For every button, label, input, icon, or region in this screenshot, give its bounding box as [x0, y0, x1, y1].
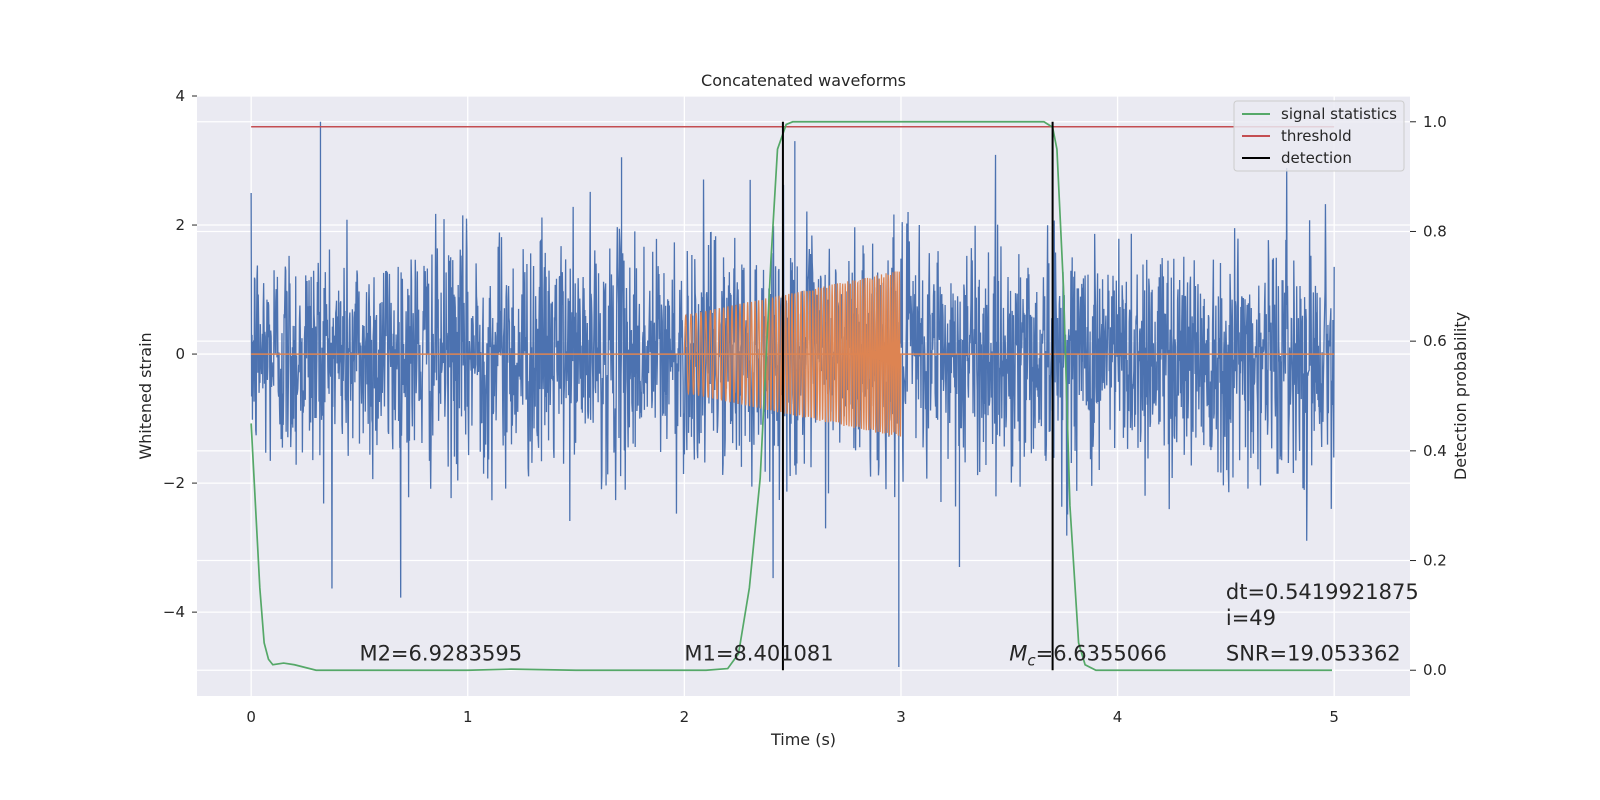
grid	[197, 95, 1410, 696]
y2-tick-label: 0.2	[1423, 552, 1447, 570]
y2-tick-label: 1.0	[1423, 113, 1447, 131]
annotation-text: M1=8.401081	[684, 642, 833, 666]
y2-tick-label: 0.6	[1423, 332, 1447, 350]
y-tick-label: −4	[163, 603, 185, 621]
legend-label: signal statistics	[1281, 105, 1397, 123]
x-tick-label: 0	[246, 708, 256, 726]
signal-statistics-line	[250, 120, 1333, 672]
legend-label: threshold	[1281, 127, 1352, 145]
y-tick-label: 2	[175, 216, 185, 234]
x-tick-label: 1	[463, 708, 473, 726]
y2-axis-label: Detection probability	[1451, 312, 1470, 480]
x-axis-ticks: 0 1 2 3 4 5	[246, 708, 1339, 726]
x-tick-label: 5	[1329, 708, 1339, 726]
annotation-text: i=49	[1226, 606, 1276, 630]
annotation-text: SNR=19.053362	[1226, 642, 1401, 666]
y-axis-ticks: −4 −2 0 2 4	[163, 87, 197, 621]
annotations: M2=6.9283595 M1=8.401081 Mc=6.6355066 dt=0.…	[359, 580, 1418, 669]
y-tick-label: 4	[175, 87, 185, 105]
annotation-text: Mc=6.6355066	[1009, 642, 1167, 670]
x-tick-label: 4	[1113, 708, 1123, 726]
template-chirp-line	[683, 271, 902, 437]
y-axis-label: Whitened strain	[136, 332, 155, 459]
chart-title: Concatenated waveforms	[701, 71, 906, 90]
x-axis-label: Time (s)	[770, 730, 836, 749]
annotation-text: dt=0.5419921875	[1226, 580, 1419, 604]
plot-series	[250, 120, 1335, 672]
legend-box	[1233, 100, 1405, 172]
y-tick-label: −2	[163, 474, 185, 492]
legend-items: signal statistics threshold detection	[1242, 105, 1397, 167]
y2-tick-label: 0.4	[1423, 442, 1447, 460]
annotation-text: M2=6.9283595	[359, 642, 522, 666]
y-tick-label: 0	[175, 345, 185, 363]
y2-axis-ticks: 0.0 0.2 0.4 0.6 0.8 1.0	[1410, 113, 1447, 679]
x-tick-label: 3	[896, 708, 906, 726]
legend: signal statistics threshold detection	[1233, 100, 1405, 172]
legend-label: detection	[1281, 149, 1352, 167]
x-tick-label: 2	[680, 708, 690, 726]
y2-tick-label: 0.8	[1423, 222, 1447, 240]
detection-lines	[781, 121, 1054, 671]
y2-tick-label: 0.0	[1423, 661, 1447, 679]
